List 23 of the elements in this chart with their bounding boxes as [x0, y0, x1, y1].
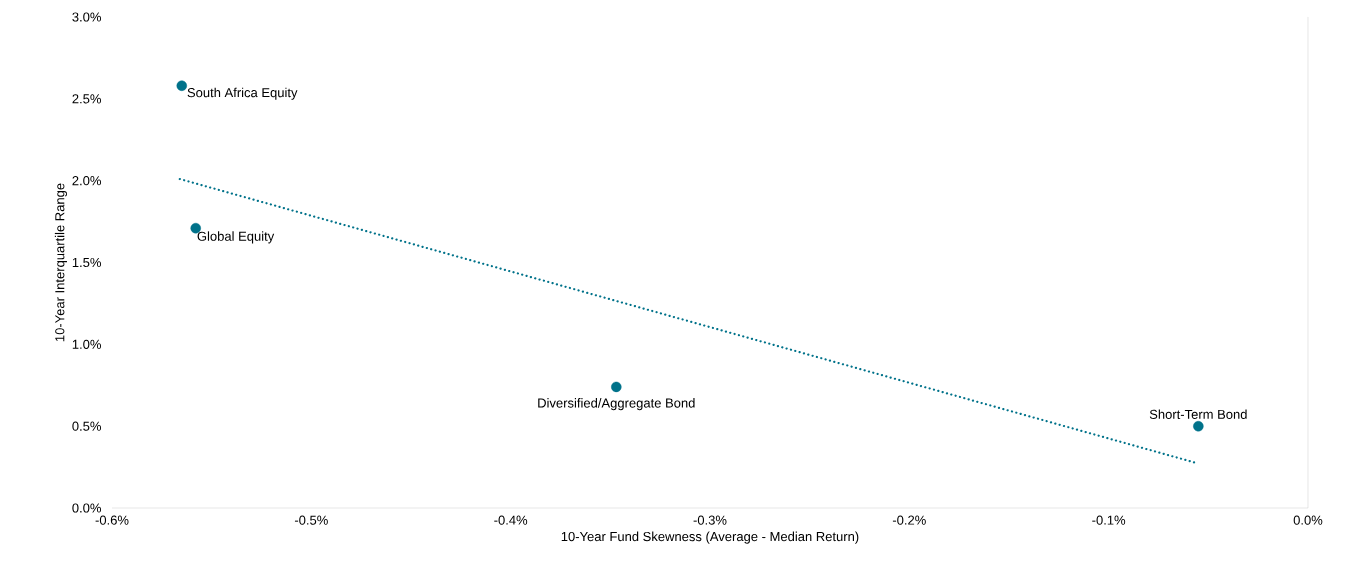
y-tick-label: 1.5%: [72, 257, 101, 268]
point: [1193, 420, 1204, 432]
x-tick-label: -0.3%: [693, 515, 727, 525]
y-tick-label: 1.0%: [72, 339, 101, 349]
x-tick-label: -0.4%: [494, 515, 528, 525]
y-tick-label: 2.0%: [72, 176, 101, 186]
point: [176, 80, 187, 91]
y-axis-title: 10-Year Interquartile Range: [54, 183, 67, 342]
x-axis-title: 10-Year Fund Skewness (Average - Median Return): [561, 531, 859, 544]
annotation: Global Equity: [197, 231, 275, 244]
y-tick-label: 3.0%: [72, 12, 101, 22]
y-tick-label: 0.0%: [72, 503, 101, 513]
x-tick-label: -0.2%: [892, 515, 926, 525]
annotation: Short-Term Bond: [1149, 409, 1247, 419]
x-tick-label: 0.0%: [1293, 515, 1323, 525]
point: [611, 381, 622, 393]
annotation: South Africa Equity: [187, 87, 298, 100]
y-tick-label: 0.5%: [72, 421, 101, 431]
x-tick-label: -0.5%: [294, 515, 328, 525]
x-tick-label: -0.1%: [1092, 515, 1126, 525]
annotation: Diversified/Aggregate Bond: [538, 398, 695, 411]
x-tick-label: -0.6%: [95, 515, 129, 525]
y-tick-label: 2.5%: [72, 94, 101, 104]
